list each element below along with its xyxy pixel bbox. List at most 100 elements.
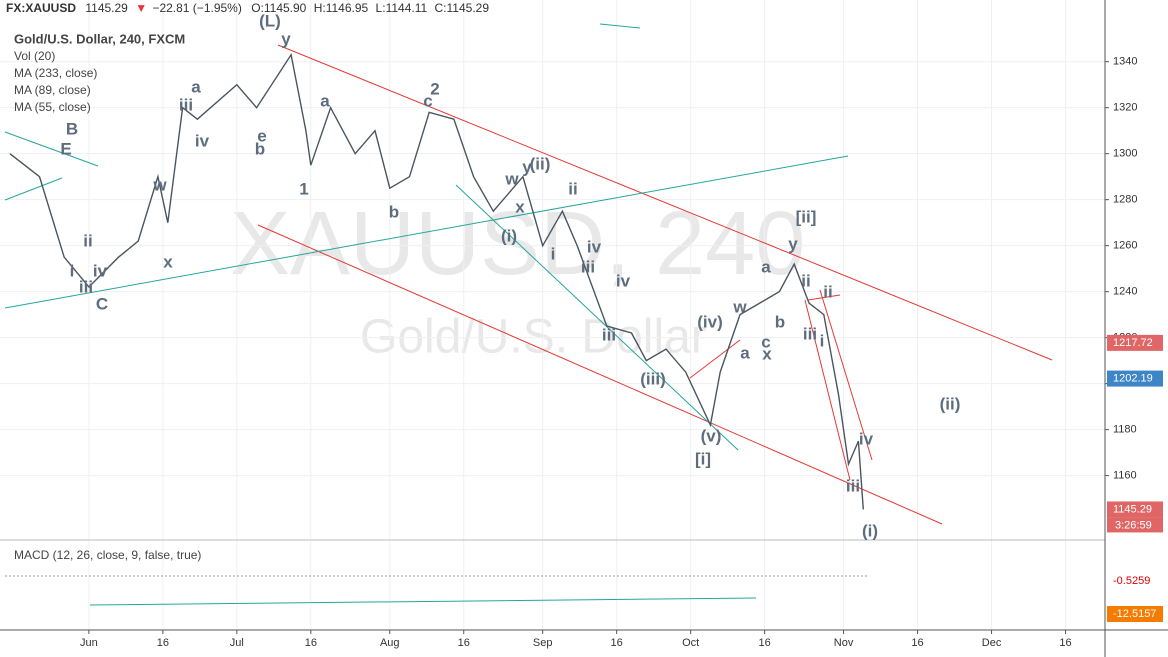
- wave-label: b: [389, 202, 399, 221]
- wave-label: (v): [701, 426, 722, 445]
- wave-label: i: [551, 244, 556, 263]
- legend-item: MA (233, close): [14, 66, 97, 80]
- wave-label: iii: [846, 476, 860, 495]
- wave-label: iv: [93, 261, 108, 280]
- macd-label: -12.5157: [1113, 608, 1156, 620]
- x-tick-label: Jul: [230, 637, 244, 649]
- trend-line: [819, 289, 873, 461]
- open: 1145.90: [264, 1, 307, 15]
- x-tick-label: 16: [1059, 637, 1071, 649]
- wave-label: iv: [859, 429, 874, 448]
- wave-label: i: [70, 261, 75, 280]
- wave-label: (i): [501, 226, 517, 245]
- wave-label: ii: [568, 179, 577, 198]
- x-tick-label: 16: [759, 637, 771, 649]
- wave-label: x: [762, 344, 772, 363]
- legend-item: MA (55, close): [14, 100, 91, 114]
- wave-label: [i]: [695, 449, 711, 468]
- wave-label: c: [423, 91, 432, 110]
- wave-label: a: [191, 77, 201, 96]
- x-tick-label: 16: [911, 637, 923, 649]
- y-tick-label: 1300: [1113, 148, 1137, 160]
- channel-line: [277, 44, 1053, 361]
- wave-label: y: [788, 234, 798, 253]
- x-tick-label: Nov: [834, 637, 854, 649]
- legend-item: MA (89, close): [14, 83, 91, 97]
- wave-label: iii: [803, 324, 817, 343]
- x-tick-label: Oct: [682, 637, 699, 649]
- x-tick-label: 16: [157, 637, 169, 649]
- wave-label: (L): [259, 11, 281, 30]
- wave-label: a: [320, 91, 330, 110]
- wave-label: iii: [602, 325, 616, 344]
- macd-badge: [1107, 606, 1163, 622]
- trend-line: [89, 597, 757, 606]
- x-tick-label: 16: [458, 637, 470, 649]
- wave-label: (ii): [940, 394, 961, 413]
- y-tick-label: 1260: [1113, 240, 1137, 252]
- wave-label: i: [820, 331, 825, 350]
- symbol: FX:XAUUSD: [6, 1, 76, 15]
- trend-line: [689, 339, 741, 379]
- watermark: XAUUSD, 240: [230, 194, 805, 294]
- price-badge-label: 1217.72: [1113, 337, 1153, 349]
- x-tick-label: Jun: [80, 637, 98, 649]
- wave-label: b: [255, 139, 265, 158]
- wave-label: (iii): [640, 369, 666, 388]
- wave-label: iv: [195, 131, 210, 150]
- macd-badge: [1107, 573, 1163, 589]
- wave-label: y: [281, 29, 291, 48]
- channel-line: [257, 224, 943, 525]
- x-tick-label: Dec: [982, 637, 1002, 649]
- wave-label: iv: [587, 237, 602, 256]
- x-tick-label: 16: [611, 637, 623, 649]
- price-badge: [1107, 501, 1163, 518]
- wave-label: ii: [83, 231, 92, 250]
- header: FX:XAUUSD 1145.29 ▼ −22.81 (−1.95%) O:11…: [6, 1, 489, 15]
- countdown: 3:26:59: [1115, 519, 1152, 531]
- wave-label: 2: [430, 79, 439, 98]
- y-tick-label: 1160: [1113, 470, 1137, 482]
- change: −22.81 (−1.95%): [152, 1, 241, 15]
- arrow: ▼: [135, 1, 147, 15]
- wave-label: (ii): [530, 154, 551, 173]
- price-badge-label: 1202.19: [1113, 373, 1153, 385]
- h-label: H:: [314, 1, 326, 15]
- wave-label: ii: [801, 271, 810, 290]
- wave-label: w: [504, 169, 519, 188]
- wave-label: c: [761, 332, 770, 351]
- price-line: [9, 52, 864, 510]
- wave-label: x: [163, 252, 173, 271]
- wave-label: b: [775, 312, 785, 331]
- y-tick-label: 1320: [1113, 102, 1137, 114]
- legend-item: Vol (20): [14, 49, 55, 63]
- y-tick-label: 1280: [1113, 194, 1137, 206]
- wave-label: E: [60, 139, 71, 158]
- trend-line: [804, 299, 851, 481]
- trend-line: [807, 294, 841, 301]
- wave-label: ii: [823, 282, 832, 301]
- x-tick-label: Aug: [380, 637, 400, 649]
- wave-label: iii: [179, 95, 193, 114]
- countdown-badge: [1107, 517, 1163, 533]
- trend-line: [599, 23, 641, 29]
- trend-line: [455, 184, 739, 451]
- trend-line: [4, 155, 849, 309]
- x-tick-label: 16: [305, 637, 317, 649]
- l-label: L:: [376, 1, 386, 15]
- legend-title: Gold/U.S. Dollar, 240, FXCM: [14, 31, 185, 46]
- last: 1145.29: [85, 1, 128, 15]
- price-badge: [1107, 334, 1163, 351]
- wave-label: y: [522, 157, 532, 176]
- wave-label: a: [761, 257, 771, 276]
- price-badge-label: 1145.29: [1113, 503, 1152, 515]
- wave-label: a: [740, 343, 750, 362]
- wave-label: [ii]: [796, 207, 817, 226]
- macd-title: MACD (12, 26, close, 9, false, true): [14, 548, 201, 562]
- trend-lines: [4, 23, 1053, 606]
- price-badge: [1107, 370, 1163, 387]
- y-tick-label: 1240: [1113, 286, 1137, 298]
- wave-label: iii: [79, 277, 93, 296]
